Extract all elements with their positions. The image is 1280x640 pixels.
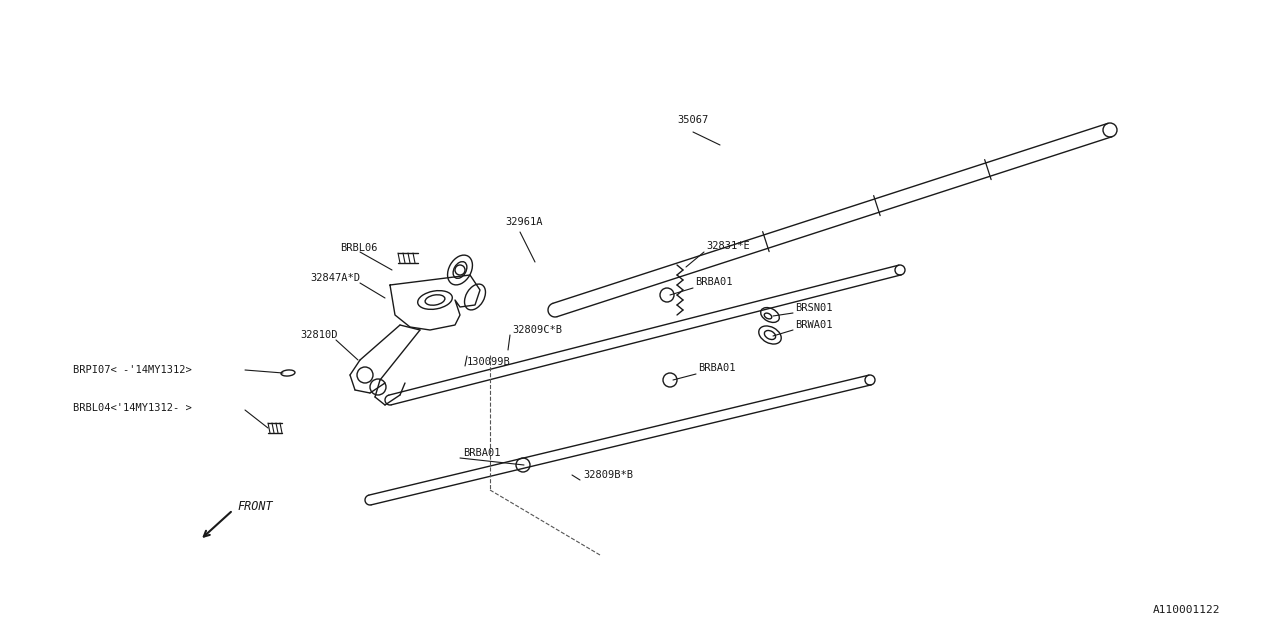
Text: 32810D: 32810D: [301, 330, 338, 340]
Text: 130099B: 130099B: [467, 357, 511, 367]
Text: FRONT: FRONT: [237, 499, 273, 513]
Text: 32847A*D: 32847A*D: [310, 273, 360, 283]
Text: 32809C*B: 32809C*B: [512, 325, 562, 335]
Text: 32809B*B: 32809B*B: [582, 470, 634, 480]
Text: 32961A: 32961A: [506, 217, 543, 227]
Text: A110001122: A110001122: [1152, 605, 1220, 615]
Text: 32831*E: 32831*E: [707, 241, 750, 251]
Text: BRBL06: BRBL06: [340, 243, 378, 253]
Text: BRBA01: BRBA01: [695, 277, 732, 287]
Text: BRSN01: BRSN01: [795, 303, 832, 313]
Text: BRBA01: BRBA01: [463, 448, 500, 458]
Text: BRBL04<'14MY1312- >: BRBL04<'14MY1312- >: [73, 403, 192, 413]
Text: BRWA01: BRWA01: [795, 320, 832, 330]
Text: BRPI07< -'14MY1312>: BRPI07< -'14MY1312>: [73, 365, 192, 375]
Text: 35067: 35067: [677, 115, 709, 125]
Text: BRBA01: BRBA01: [698, 363, 736, 373]
